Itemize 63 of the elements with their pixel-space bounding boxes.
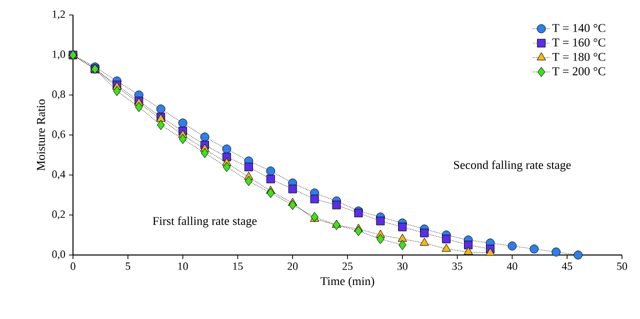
point	[442, 234, 451, 244]
y-axis-title: Moisture Ratio	[36, 99, 45, 171]
point	[574, 250, 583, 260]
point	[310, 194, 319, 204]
point	[244, 176, 253, 186]
point	[420, 228, 429, 238]
point	[464, 240, 473, 250]
point	[354, 226, 362, 236]
point	[288, 184, 297, 194]
y-tick-label: 0,0	[52, 250, 66, 260]
point	[376, 234, 384, 244]
point	[530, 244, 539, 254]
legend-label: T = 180 °C	[552, 52, 606, 61]
point	[508, 242, 517, 250]
point	[398, 240, 406, 250]
y-tick-label: 1,2	[52, 10, 65, 20]
point	[376, 216, 385, 226]
annotation: First falling rate stage	[152, 216, 257, 228]
x-tick-label: 50	[617, 262, 628, 270]
x-tick-label: 25	[342, 262, 353, 270]
point	[178, 134, 187, 144]
legend-label: T = 140 °C	[552, 24, 606, 32]
x-tick-label: 5	[126, 262, 130, 270]
x-tick-label: 30	[397, 262, 408, 270]
point	[332, 200, 341, 210]
legend-label: T = 200 °C	[552, 67, 606, 76]
y-tick-label: 0,6	[52, 130, 66, 140]
point	[266, 166, 276, 176]
x-tick-label: 20	[288, 262, 298, 270]
y-tick-label: 1,0	[52, 50, 66, 60]
x-tick-label: 40	[506, 262, 518, 270]
point	[222, 144, 232, 154]
x-tick-label: 35	[452, 262, 462, 270]
point	[486, 248, 495, 256]
x-tick-label: 0	[70, 262, 76, 270]
point	[113, 86, 121, 96]
point	[420, 238, 429, 246]
point	[442, 244, 451, 252]
point	[398, 222, 407, 232]
point	[156, 104, 166, 114]
point	[200, 148, 209, 158]
point	[288, 200, 296, 210]
point	[464, 246, 473, 255]
legend-label: T = 160 °C	[552, 38, 606, 46]
point	[398, 234, 407, 242]
point	[178, 118, 188, 128]
point	[266, 174, 275, 184]
point	[200, 132, 210, 142]
y-tick-label: 0,8	[52, 90, 66, 100]
x-tick-label: 10	[178, 262, 188, 270]
x-tick-label: 15	[233, 262, 243, 270]
point	[266, 188, 274, 198]
point	[244, 162, 253, 172]
y-tick-label: 0,4	[52, 170, 66, 180]
point	[135, 102, 143, 112]
point	[156, 120, 165, 130]
point	[222, 162, 231, 172]
x-axis-title: Time (min)	[320, 276, 374, 288]
y-tick-label: 0,2	[52, 210, 65, 220]
point	[332, 220, 340, 230]
x-tick-label: 45	[562, 262, 572, 270]
annotation: Second falling rate stage	[454, 160, 571, 172]
point	[552, 248, 561, 256]
